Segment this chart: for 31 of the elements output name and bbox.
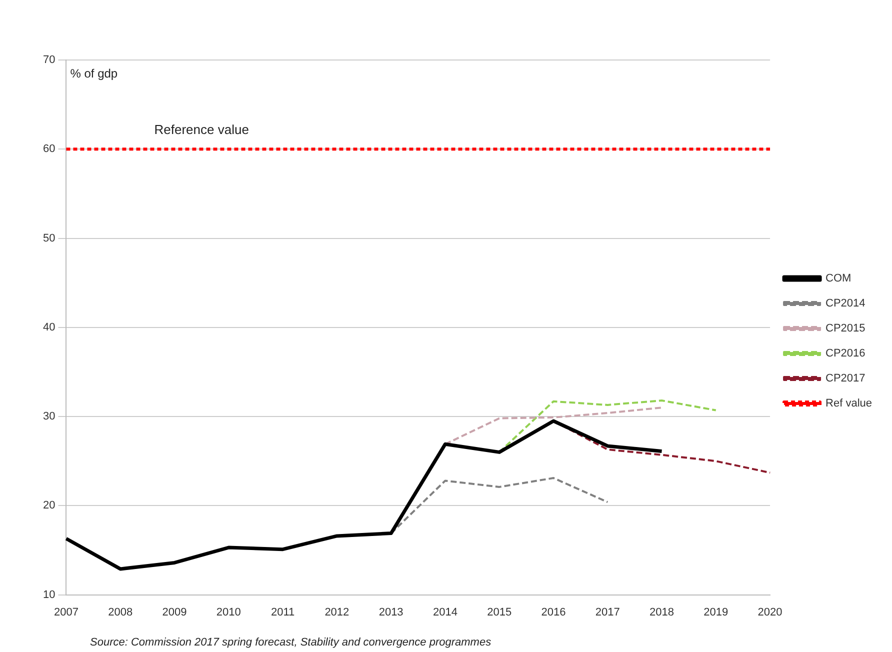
legend-label: CP2016 <box>826 348 866 360</box>
y-tick-label: 20 <box>42 500 56 512</box>
annotation: Reference value <box>154 122 249 138</box>
x-tick-label: 2009 <box>162 606 187 618</box>
x-tick-label: 2008 <box>108 606 133 618</box>
y-tick-label: 60 <box>42 143 56 156</box>
x-tick-label: 2013 <box>378 606 404 618</box>
legend-label: CP2015 <box>826 322 866 335</box>
x-tick-label: 2014 <box>432 606 458 618</box>
legend-label: CP2014 <box>826 298 866 310</box>
x-tick-label: 2011 <box>270 606 295 618</box>
x-tick-label: 2020 <box>758 606 782 618</box>
x-tick-label: 2017 <box>595 606 620 618</box>
source-note: Source: Commission 2017 spring forecast, Stability and convergence programmes <box>90 636 492 649</box>
x-tick-label: 2012 <box>324 606 350 618</box>
x-tick-label: 2015 <box>487 606 512 618</box>
x-tick-label: 2007 <box>54 606 78 618</box>
x-tick-label: 2019 <box>704 606 728 618</box>
x-tick-label: 2018 <box>650 606 674 618</box>
y-tick-label: 10 <box>42 588 56 601</box>
y-tick-label: 40 <box>42 321 56 334</box>
legend-label: Ref value <box>826 398 872 410</box>
x-tick-label: 2010 <box>216 606 241 618</box>
legend-label: COM <box>826 272 852 285</box>
y-tick-label: 30 <box>42 410 56 423</box>
y-tick-label: 70 <box>42 54 56 66</box>
y-axis-title: % of gdp <box>70 66 118 80</box>
line-series <box>444 406 663 446</box>
x-tick-label: 2016 <box>541 606 566 618</box>
legend-label: CP2017 <box>826 372 866 385</box>
y-tick-label: 50 <box>42 232 56 244</box>
